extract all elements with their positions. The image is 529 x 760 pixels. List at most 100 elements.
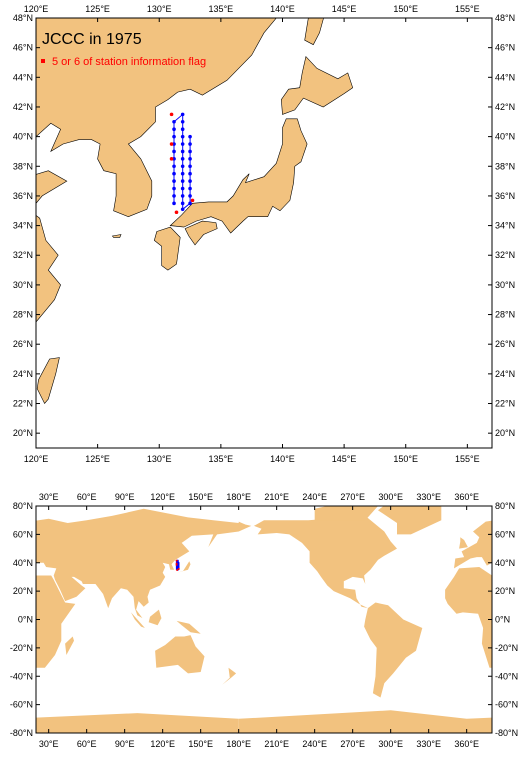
x-tick-label: 330°E xyxy=(416,739,441,749)
x-tick-label: 150°E xyxy=(393,4,418,14)
x-tick-label: 240°E xyxy=(302,492,327,502)
land xyxy=(521,637,529,656)
x-tick-label: 145°E xyxy=(332,4,357,14)
station xyxy=(172,186,176,191)
x-tick-label: 135°E xyxy=(209,4,234,14)
y-tick-label: 32°N xyxy=(495,250,515,260)
x-tick-label: 150°E xyxy=(188,492,213,502)
x-tick-label: 300°E xyxy=(378,492,403,502)
station xyxy=(172,142,176,146)
y-tick-label: 46°N xyxy=(495,43,515,53)
land xyxy=(454,520,492,569)
y-tick-label: 40°N xyxy=(495,132,515,142)
y-tick-label: 80°N xyxy=(495,501,515,511)
land xyxy=(36,713,239,733)
flagged-station xyxy=(169,112,174,117)
x-tick-label: 180°E xyxy=(226,739,251,749)
x-tick-label: 120°E xyxy=(24,4,49,14)
y-tick-label: 20°N xyxy=(13,428,33,438)
flagged-station xyxy=(175,562,178,565)
legend-label: 5 or 6 of station information flag xyxy=(52,56,206,68)
land xyxy=(314,506,378,521)
station xyxy=(188,194,192,198)
x-tick-label: 300°E xyxy=(378,739,403,749)
y-tick-label: 0°N xyxy=(18,615,33,625)
y-tick-label: -40°N xyxy=(10,671,33,681)
flagged-station xyxy=(174,210,179,215)
y-tick-label: -80°N xyxy=(10,728,33,738)
y-tick-label: 22°N xyxy=(13,399,33,409)
station xyxy=(188,186,192,191)
y-tick-label: 60°N xyxy=(13,529,33,539)
land xyxy=(36,18,277,323)
land xyxy=(459,537,468,549)
map-area xyxy=(36,506,529,733)
x-tick-label: 145°E xyxy=(332,454,357,464)
station xyxy=(188,164,192,169)
x-tick-label: 210°E xyxy=(264,739,289,749)
x-tick-label: 30°E xyxy=(39,739,59,749)
x-tick-label: 120°E xyxy=(150,739,175,749)
station xyxy=(188,134,192,139)
land xyxy=(238,521,245,528)
land xyxy=(280,55,354,115)
flagged-station xyxy=(190,198,195,203)
map-frame xyxy=(35,17,493,449)
y-tick-label: 36°N xyxy=(495,191,515,201)
y-tick-label: 22°N xyxy=(495,399,515,409)
land xyxy=(131,612,145,628)
station xyxy=(188,157,192,161)
y-tick-label: 40°N xyxy=(13,558,33,568)
y-tick-label: 24°N xyxy=(13,369,33,379)
land xyxy=(304,18,324,46)
station xyxy=(180,179,185,183)
y-tick-label: 42°N xyxy=(13,102,33,112)
land xyxy=(36,508,252,619)
y-tick-label: 26°N xyxy=(13,339,33,349)
legend-marker xyxy=(41,59,45,63)
x-tick-label: 360°E xyxy=(454,739,479,749)
station xyxy=(180,119,185,124)
station xyxy=(180,149,185,154)
y-tick-label: 60°N xyxy=(495,529,515,539)
y-tick-label: 38°N xyxy=(495,161,515,171)
x-tick-label: 60°E xyxy=(77,739,97,749)
y-tick-label: 30°N xyxy=(495,280,515,290)
station xyxy=(188,179,192,183)
x-tick-label: 30°E xyxy=(39,492,59,502)
y-tick-label: 40°N xyxy=(13,132,33,142)
x-tick-label: 125°E xyxy=(85,454,110,464)
flagged-station xyxy=(175,563,178,566)
y-tick-label: -20°N xyxy=(495,643,518,653)
station xyxy=(180,201,185,206)
land xyxy=(155,635,205,674)
flagged-station xyxy=(169,142,174,146)
land xyxy=(36,575,76,668)
x-tick-label: 270°E xyxy=(340,492,365,502)
station xyxy=(172,127,176,132)
y-tick-label: 44°N xyxy=(13,72,33,82)
y-tick-label: 0°N xyxy=(495,615,510,625)
y-tick-label: 30°N xyxy=(13,280,33,290)
y-tick-label: 28°N xyxy=(495,310,515,320)
station xyxy=(180,127,185,132)
land xyxy=(378,506,442,535)
x-tick-label: 240°E xyxy=(302,739,327,749)
x-tick-label: 270°E xyxy=(340,739,365,749)
x-tick-label: 150°E xyxy=(393,454,418,464)
station xyxy=(188,142,192,146)
x-tick-label: 140°E xyxy=(270,454,295,464)
y-tick-label: -40°N xyxy=(495,671,518,681)
x-tick-label: 330°E xyxy=(416,492,441,502)
land xyxy=(148,609,162,626)
y-tick-label: 28°N xyxy=(13,310,33,320)
station xyxy=(188,201,192,206)
station xyxy=(180,112,185,117)
y-tick-label: 48°N xyxy=(495,13,515,23)
station xyxy=(172,171,176,176)
y-tick-label: 42°N xyxy=(495,102,515,112)
x-tick-label: 155°E xyxy=(455,4,480,14)
x-tick-label: 130°E xyxy=(147,4,172,14)
